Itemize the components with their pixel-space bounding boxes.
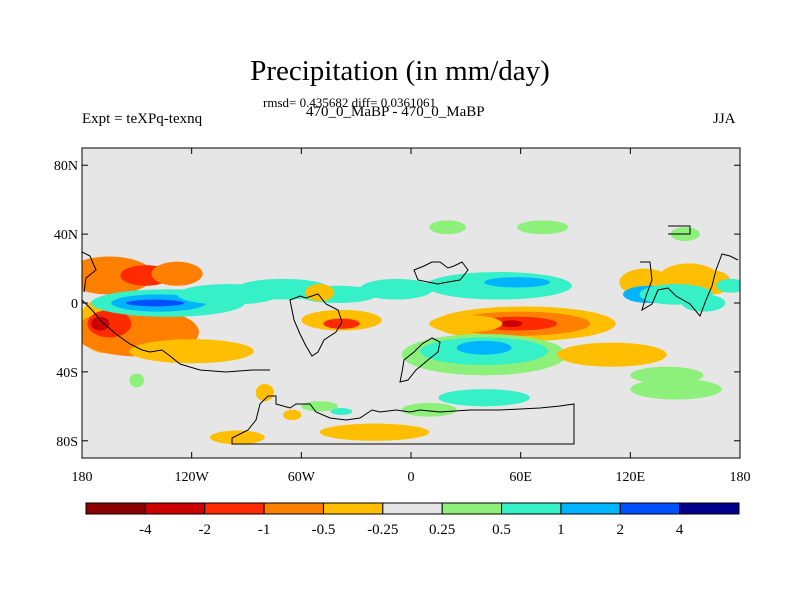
anomaly-fill-layer [82, 220, 740, 445]
colorbar-label-1: -2 [198, 522, 211, 538]
colorbar-label-6: 0.5 [492, 522, 511, 538]
y-tick-label-3: 40S [56, 366, 78, 381]
colorbar-label-0: -4 [139, 522, 152, 538]
anomaly-region-6 [91, 316, 110, 331]
colorbar-label-5: 0.25 [429, 522, 455, 538]
colorbar-swatch-10 [679, 502, 740, 515]
colorbar-label-2: -1 [258, 522, 271, 538]
anomaly-region-45 [319, 423, 430, 441]
experiment-label: Expt = teXPq-texnq [82, 111, 203, 127]
coastline-europe [413, 261, 469, 285]
colorbar-swatch-7 [501, 502, 562, 515]
colorbar-label-9: 4 [676, 522, 684, 538]
anomaly-region-47 [438, 389, 530, 407]
anomaly-region-16 [484, 277, 550, 288]
y-tick-label-4: 80S [56, 435, 78, 450]
anomaly-region-20 [304, 284, 335, 302]
chart-title: Precipitation (in mm/day) [250, 55, 550, 87]
colorbar-label-8: 2 [617, 522, 625, 538]
anomaly-region-30 [456, 340, 512, 355]
anomaly-region-10 [125, 299, 185, 307]
coastline-west-pacific-islands [640, 253, 739, 317]
colorbar-swatch-2 [204, 502, 265, 515]
colorbar-swatch-0 [85, 502, 146, 515]
y-tick-label-0: 80N [54, 159, 78, 174]
anomaly-region-40 [716, 278, 740, 293]
anomaly-region-0 [82, 256, 154, 295]
anomaly-region-32 [630, 378, 722, 400]
x-tick-label-0: 180 [72, 470, 93, 485]
colorbar-swatch-9 [619, 502, 681, 515]
anomaly-region-46 [401, 402, 457, 417]
chart-subtitle: 470_0_MaBP - 470_0_MaBP [306, 104, 485, 120]
colorbar-swatch-4 [322, 502, 384, 515]
colorbar: -4 -2 -1 -0.5 -0.25 0.25 0.5 1 2 4 [85, 502, 740, 538]
anomaly-region-18 [517, 220, 569, 235]
colorbar-swatch-6 [441, 502, 503, 515]
x-tick-label-2: 60W [288, 470, 316, 485]
x-tick-label-5: 120E [616, 470, 646, 485]
anomaly-region-27 [429, 315, 503, 333]
anomaly-region-2 [151, 261, 203, 286]
anomaly-region-49 [283, 409, 302, 421]
anomaly-region-43 [301, 401, 338, 412]
anomaly-region-7 [129, 339, 254, 364]
x-tick-label-6: 180 [730, 470, 751, 485]
coastline-africa [399, 337, 441, 383]
x-axis: 180 120W 60W 0 60E 120E 180 [72, 148, 751, 485]
coastline-southern-ocean-shelf [82, 299, 270, 373]
anomaly-region-17 [429, 220, 466, 235]
colorbar-label-4: -0.25 [367, 522, 398, 538]
coastline-layer [82, 225, 739, 445]
colorbar-swatch-5 [382, 502, 443, 515]
colorbar-label-3: -0.5 [312, 522, 336, 538]
coastline-antarctica [231, 395, 575, 445]
coastline-arctic [668, 225, 691, 235]
colorbar-swatch-3 [263, 502, 324, 515]
colorbar-swatch-8 [560, 502, 621, 515]
colorbar-swatch-1 [144, 502, 206, 515]
coastline-south-america [289, 293, 343, 357]
coastline-north-america [82, 251, 97, 293]
anomaly-region-48 [209, 430, 265, 445]
x-tick-label-3: 0 [408, 470, 415, 485]
anomaly-region-31 [557, 342, 667, 367]
stats-line: rmsd= 0.435682 diff= 0.0361061 [263, 95, 436, 110]
anomaly-region-33 [630, 366, 704, 384]
anomaly-region-26 [500, 320, 523, 328]
y-axis: 80N 40N 0 40S 80S [54, 159, 740, 450]
season-label: JJA [713, 111, 736, 127]
anomaly-region-14 [359, 278, 433, 300]
anomaly-region-41 [129, 373, 145, 388]
anomaly-region-44 [330, 408, 353, 415]
colorbar-label-7: 1 [557, 522, 565, 538]
x-tick-label-1: 120W [175, 470, 210, 485]
x-tick-label-4: 60E [509, 470, 532, 485]
y-tick-label-2: 0 [71, 297, 78, 312]
anomaly-region-42 [255, 383, 274, 402]
y-tick-label-1: 40N [54, 228, 78, 243]
